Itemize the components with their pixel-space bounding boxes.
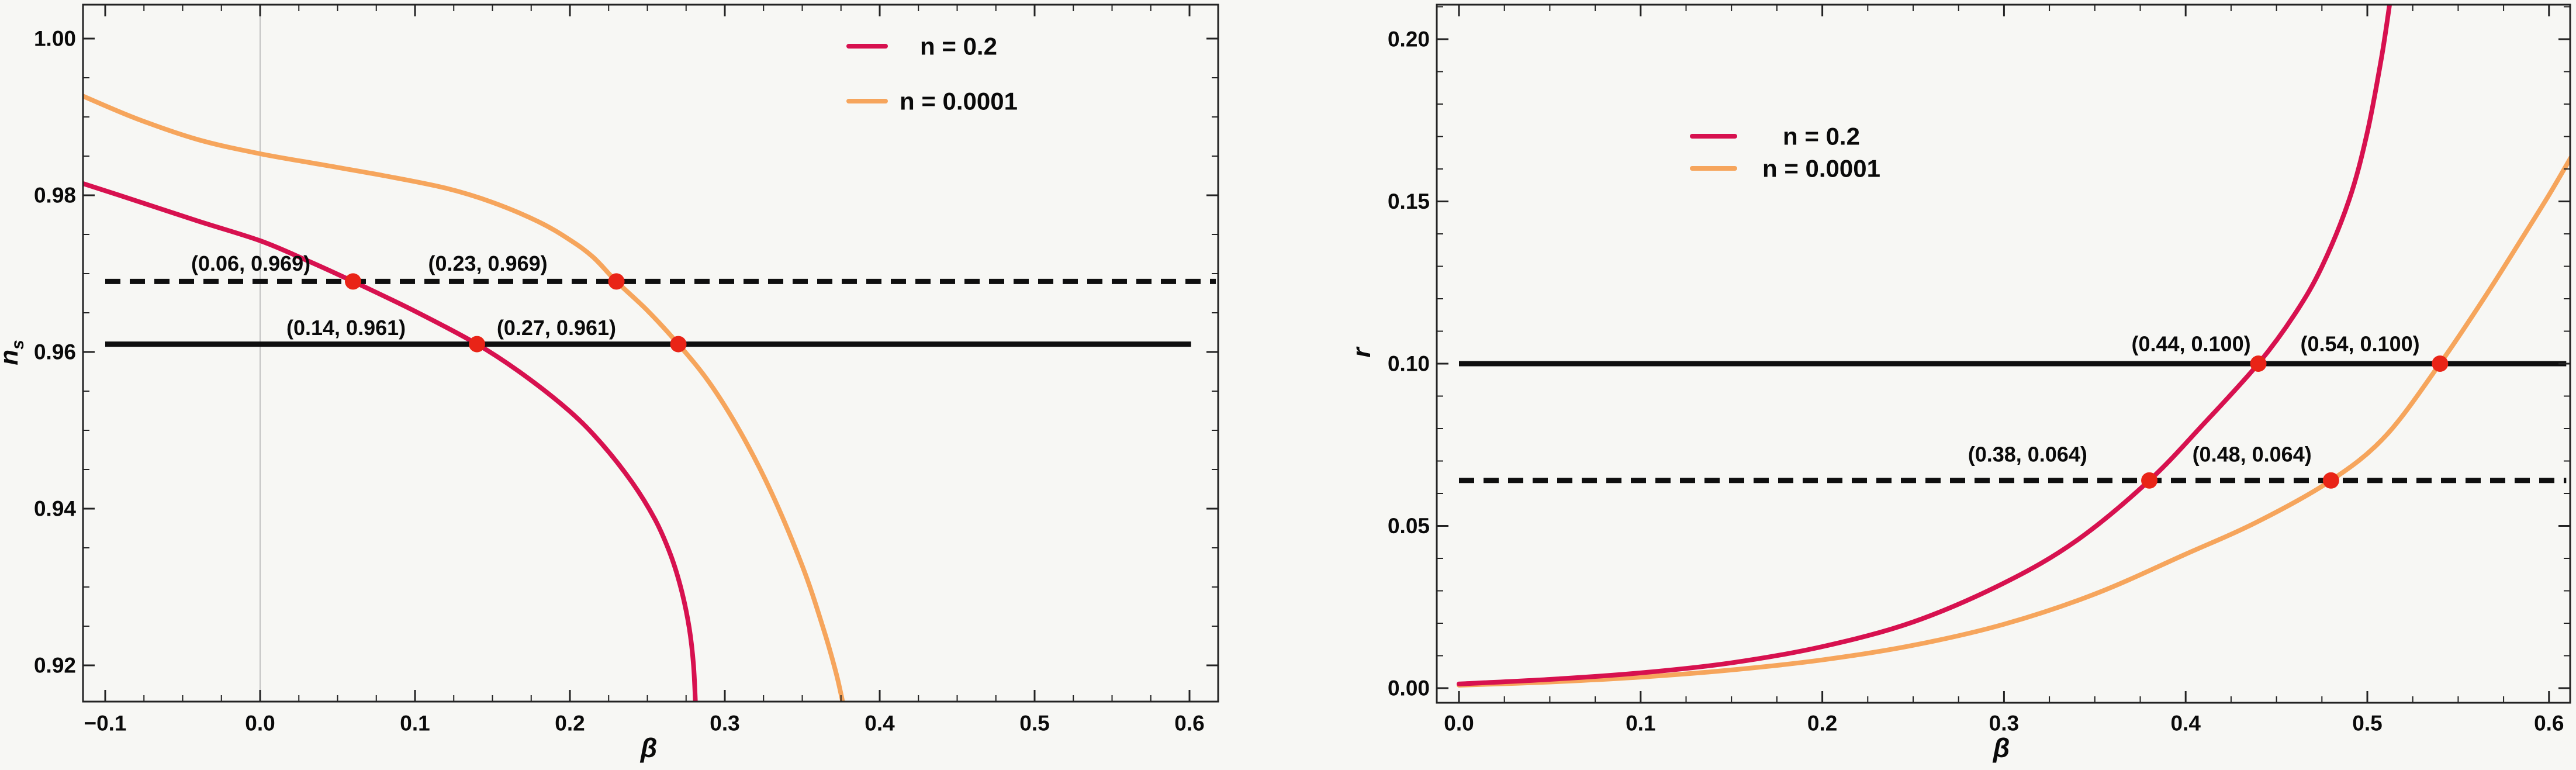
x-tick-label: −0.1 <box>84 712 126 736</box>
curve-n=0.2 <box>1457 5 2392 686</box>
y-tick-label: 0.20 <box>1388 27 1430 51</box>
intersection-dot <box>2250 355 2267 372</box>
y-tick-label: 0.94 <box>34 497 76 521</box>
intersection-dot <box>2141 472 2158 489</box>
plot-frame <box>82 4 1219 703</box>
x-tick-label: 0.2 <box>1807 712 1837 736</box>
y-tick-label: 1.00 <box>34 27 76 51</box>
x-tick-label: 0.0 <box>1444 712 1474 736</box>
y-axis-label: ns <box>0 340 27 365</box>
left-plot-ns-vs-beta: −0.1 0.0 0.1 0.2 0.3 0.4 0.5 0.6 0.92 0.94 0.96 0.9… <box>0 4 1219 763</box>
curve-n=0.2 <box>83 181 698 702</box>
x-tick-label: 0.5 <box>2352 712 2382 736</box>
x-tick-label: 0.0 <box>245 712 275 736</box>
y-tick-label: 0.96 <box>34 340 76 364</box>
curve-n=0.0001 <box>1457 155 2570 688</box>
x-tick-label: 0.6 <box>2534 712 2564 736</box>
y-tick-label: 0.98 <box>34 184 76 208</box>
legend-label: n = 0.2 <box>1783 123 1860 150</box>
point-label: (0.48, 0.064) <box>2193 442 2312 466</box>
tick-labels-group: 0.0 0.1 0.2 0.3 0.4 0.5 0.6 0.00 0.05 0.10 0.15 0.2… <box>1388 27 2564 736</box>
intersection-dot <box>2432 355 2449 372</box>
intersection-dot <box>608 273 625 290</box>
intersection-dot <box>345 273 361 290</box>
x-tick-label: 0.4 <box>2170 712 2201 736</box>
ticks-group <box>1437 5 2570 703</box>
ticks-group <box>83 5 1218 702</box>
curves-group <box>83 94 845 702</box>
y-tick-label: 0.92 <box>34 654 76 678</box>
x-axis-label-beta: β <box>1993 733 2010 763</box>
legend-label: n = 0.0001 <box>1762 155 1880 182</box>
x-tick-label: 0.3 <box>710 712 739 736</box>
x-tick-label: 0.3 <box>1989 712 2019 736</box>
legend: n = 0.2 n = 0.0001 <box>846 33 1018 115</box>
point-label: (0.27, 0.961) <box>497 316 616 340</box>
y-axis-label: r <box>1347 346 1376 358</box>
point-label: (0.38, 0.064) <box>1968 442 2087 466</box>
intersection-dot <box>2322 472 2339 489</box>
right-plot-r-vs-beta: 0.0 0.1 0.2 0.3 0.4 0.5 0.6 0.00 0.05 0.10 0.15 0.2… <box>1347 4 2571 763</box>
x-tick-label: 0.2 <box>555 712 585 736</box>
x-axis-label-beta: β <box>640 733 658 763</box>
point-label: (0.06, 0.969) <box>191 251 310 275</box>
legend: n = 0.2 n = 0.0001 <box>1690 123 1880 182</box>
intersection-dot <box>469 336 485 353</box>
y-tick-label: 0.15 <box>1388 189 1430 213</box>
x-tick-label: 0.5 <box>1019 712 1049 736</box>
y-tick-label: 0.05 <box>1388 514 1430 538</box>
point-label: (0.44, 0.100) <box>2131 332 2250 356</box>
x-tick-label: 0.4 <box>865 712 895 736</box>
curve-n=0.0001 <box>83 94 845 702</box>
point-label: (0.54, 0.100) <box>2300 332 2419 356</box>
point-label: (0.14, 0.961) <box>286 316 406 340</box>
legend-label: n = 0.0001 <box>900 88 1018 115</box>
intersection-dot <box>670 336 687 353</box>
legend-label: n = 0.2 <box>920 33 997 60</box>
x-tick-label: 0.6 <box>1174 712 1204 736</box>
x-tick-label: 0.1 <box>1626 712 1655 736</box>
y-tick-label: 0.00 <box>1388 676 1430 700</box>
y-tick-label: 0.10 <box>1388 352 1430 376</box>
x-tick-label: 0.1 <box>400 712 430 736</box>
tick-labels-group: −0.1 0.0 0.1 0.2 0.3 0.4 0.5 0.6 0.92 0.94 0.96 0.9… <box>34 27 1205 736</box>
curves-group <box>1457 5 2570 688</box>
point-label: (0.23, 0.969) <box>428 251 547 275</box>
